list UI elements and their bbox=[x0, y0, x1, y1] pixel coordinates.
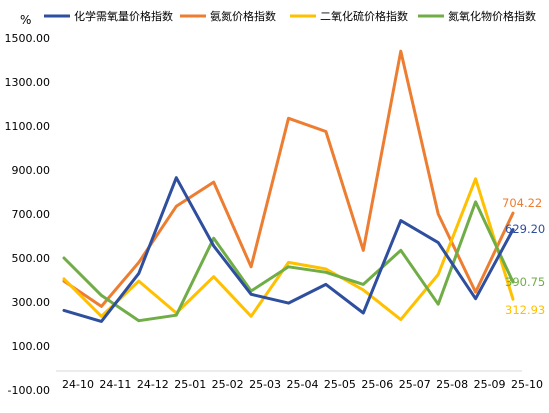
y-axis-unit-label: % bbox=[20, 13, 31, 27]
legend-label: 氮氧化物价格指数 bbox=[448, 9, 536, 23]
legend-label: 化学需氧量价格指数 bbox=[74, 9, 173, 23]
end-value-label: 704.22 bbox=[502, 196, 542, 210]
x-tick-label: 25-10 bbox=[511, 378, 543, 391]
end-value-label: 390.75 bbox=[505, 275, 545, 289]
y-tick-label: 700.00 bbox=[12, 208, 51, 221]
x-tick-label: 25-07 bbox=[399, 378, 431, 391]
legend: 化学需氧量价格指数 氨氮价格指数 二氧化硫价格指数 氮氧化物价格指数 bbox=[44, 9, 536, 23]
series-line bbox=[62, 176, 515, 323]
y-tick-label: 100.00 bbox=[12, 340, 51, 353]
y-tick-label: 500.00 bbox=[12, 252, 51, 265]
end-value-labels: 629.20 704.22 312.93 390.75 bbox=[502, 196, 545, 317]
y-tick-label: 900.00 bbox=[12, 164, 51, 177]
legend-label: 二氧化硫价格指数 bbox=[320, 9, 408, 23]
legend-item: 二氧化硫价格指数 bbox=[290, 9, 408, 23]
legend-item: 氨氮价格指数 bbox=[180, 9, 276, 23]
x-tick-label: 25-01 bbox=[174, 378, 206, 391]
series-line bbox=[62, 200, 515, 323]
x-tick-label: 25-06 bbox=[361, 378, 393, 391]
y-tick-label: 1300.00 bbox=[5, 76, 51, 89]
y-axis-tick-labels: -100.00 100.00 300.00 500.00 700.00 900.00 110… bbox=[5, 32, 51, 397]
x-tick-label: 25-05 bbox=[324, 378, 356, 391]
legend-item: 氮氧化物价格指数 bbox=[418, 9, 536, 23]
x-tick-label: 24-11 bbox=[99, 378, 131, 391]
x-tick-label: 25-04 bbox=[287, 378, 319, 391]
y-tick-label: 1100.00 bbox=[5, 120, 51, 133]
series-line bbox=[62, 49, 515, 308]
x-tick-label: 24-12 bbox=[137, 378, 169, 391]
series-line bbox=[62, 177, 515, 322]
x-tick-label: 25-09 bbox=[474, 378, 506, 391]
x-tick-label: 25-02 bbox=[212, 378, 244, 391]
legend-label: 氨氮价格指数 bbox=[210, 9, 276, 23]
end-value-label: 312.93 bbox=[505, 303, 545, 317]
series-lines bbox=[62, 49, 515, 323]
x-axis-tick-labels: 24-10 24-11 24-12 25-01 25-02 25-03 25-04 25-05… bbox=[62, 378, 543, 391]
y-tick-label: 300.00 bbox=[12, 296, 51, 309]
x-tick-label: 25-03 bbox=[249, 378, 281, 391]
legend-item: 化学需氧量价格指数 bbox=[44, 9, 173, 23]
y-tick-label: -100.00 bbox=[8, 384, 50, 397]
end-value-label: 629.20 bbox=[505, 222, 545, 236]
y-tick-label: 1500.00 bbox=[5, 32, 51, 45]
x-tick-label: 25-08 bbox=[436, 378, 468, 391]
x-tick-label: 24-10 bbox=[62, 378, 94, 391]
